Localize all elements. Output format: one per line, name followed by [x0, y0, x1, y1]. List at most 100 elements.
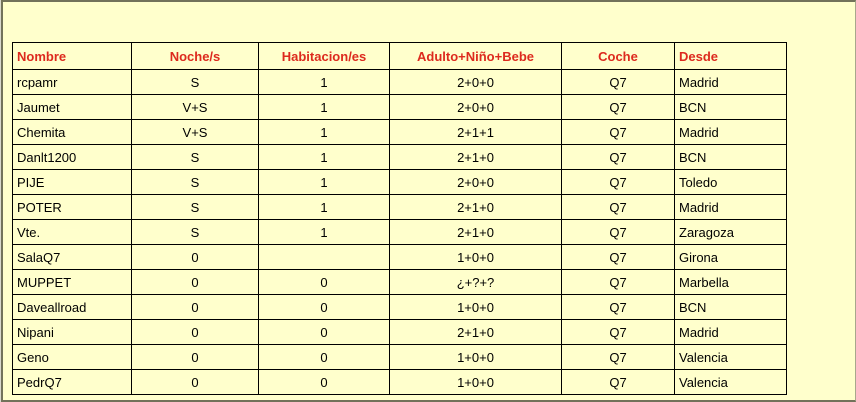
- table-cell: Madrid: [674, 319, 787, 345]
- table-cell: Zaragoza: [674, 219, 787, 245]
- table-cell: 2+0+0: [389, 69, 562, 95]
- table-cell: rcpamr: [12, 69, 132, 95]
- table-cell: Q7: [561, 319, 675, 345]
- table-row: PedrQ7 0 0 1+0+0 Q7 Valencia: [12, 369, 787, 395]
- table-cell: Geno: [12, 344, 132, 370]
- column-header: Coche: [561, 42, 675, 70]
- table-row: Chemita V+S 1 2+1+1 Q7 Madrid: [12, 119, 787, 145]
- table-cell: 1: [258, 69, 390, 95]
- table-cell: MUPPET: [12, 269, 132, 295]
- table-cell: Danlt1200: [12, 144, 132, 170]
- table-cell: Q7: [561, 144, 675, 170]
- table-cell: 2+1+1: [389, 119, 562, 145]
- table-cell: Vte.: [12, 219, 132, 245]
- table-cell: Q7: [561, 94, 675, 120]
- table-cell: 1: [258, 219, 390, 245]
- table-row: SalaQ7 0 1+0+0 Q7 Girona: [12, 244, 787, 270]
- table-cell: S: [131, 219, 259, 245]
- table-cell: 1+0+0: [389, 294, 562, 320]
- table-cell: 1: [258, 94, 390, 120]
- table-cell: PIJE: [12, 169, 132, 195]
- table-cell: Q7: [561, 119, 675, 145]
- table-cell: BCN: [674, 144, 787, 170]
- table-row: Vte. S 1 2+1+0 Q7 Zaragoza: [12, 219, 787, 245]
- table-cell: Q7: [561, 169, 675, 195]
- table-cell: Madrid: [674, 119, 787, 145]
- table-cell: 0: [131, 269, 259, 295]
- table-row: rcpamr S 1 2+0+0 Q7 Madrid: [12, 69, 787, 95]
- table-cell: 0: [131, 244, 259, 270]
- table-cell: Valencia: [674, 369, 787, 395]
- table-cell: 2+1+0: [389, 219, 562, 245]
- table-cell: S: [131, 144, 259, 170]
- table-cell: Marbella: [674, 269, 787, 295]
- table-header: Nombre Noche/s Habitacion/es Adulto+Niño+Be…: [12, 42, 787, 70]
- table-row: Daveallroad 0 0 1+0+0 Q7 BCN: [12, 294, 787, 320]
- table-cell: Valencia: [674, 344, 787, 370]
- table-cell: Nipani: [12, 319, 132, 345]
- table-cell: PedrQ7: [12, 369, 132, 395]
- column-header: Adulto+Niño+Bebe: [389, 42, 562, 70]
- table-cell: 1+0+0: [389, 369, 562, 395]
- reservations-table: Nombre Noche/s Habitacion/es Adulto+Niño+Be…: [12, 42, 787, 395]
- table-cell: Madrid: [674, 69, 787, 95]
- table-cell: 1: [258, 144, 390, 170]
- table-cell: 1: [258, 194, 390, 220]
- table-cell: 2+1+0: [389, 194, 562, 220]
- table-cell: S: [131, 169, 259, 195]
- table-cell: Daveallroad: [12, 294, 132, 320]
- table-cell: Madrid: [674, 194, 787, 220]
- table-cell: 0: [131, 319, 259, 345]
- table-cell: Q7: [561, 69, 675, 95]
- table-cell: V+S: [131, 94, 259, 120]
- table-cell: 2+0+0: [389, 94, 562, 120]
- column-header: Desde: [674, 42, 787, 70]
- column-header: Noche/s: [131, 42, 259, 70]
- column-header: Habitacion/es: [258, 42, 390, 70]
- table-cell: SalaQ7: [12, 244, 132, 270]
- table-cell: 0: [258, 319, 390, 345]
- table-cell: V+S: [131, 119, 259, 145]
- table-cell: 1+0+0: [389, 244, 562, 270]
- table-cell: Girona: [674, 244, 787, 270]
- table-cell: 0: [258, 294, 390, 320]
- table-cell: Q7: [561, 369, 675, 395]
- table-cell: 1: [258, 169, 390, 195]
- table-cell: 1: [258, 119, 390, 145]
- table-row: POTER S 1 2+1+0 Q7 Madrid: [12, 194, 787, 220]
- table-cell: 2+1+0: [389, 144, 562, 170]
- table-cell: Q7: [561, 344, 675, 370]
- table-row: Jaumet V+S 1 2+0+0 Q7 BCN: [12, 94, 787, 120]
- table-cell: Q7: [561, 244, 675, 270]
- table-row: Nipani 0 0 2+1+0 Q7 Madrid: [12, 319, 787, 345]
- table-cell: 0: [131, 344, 259, 370]
- table-cell: Q7: [561, 194, 675, 220]
- table-cell: [258, 244, 390, 270]
- table-cell: 0: [258, 344, 390, 370]
- table-body: rcpamr S 1 2+0+0 Q7 Madrid Jaumet V+S 1 2+0+0 Q7 BC…: [12, 69, 787, 395]
- table-cell: Q7: [561, 219, 675, 245]
- table-cell: 2+0+0: [389, 169, 562, 195]
- table-row: PIJE S 1 2+0+0 Q7 Toledo: [12, 169, 787, 195]
- table-header-row: Nombre Noche/s Habitacion/es Adulto+Niño+Be…: [12, 42, 787, 70]
- table-row: Danlt1200 S 1 2+1+0 Q7 BCN: [12, 144, 787, 170]
- table-row: MUPPET 0 0 ¿+?+? Q7 Marbella: [12, 269, 787, 295]
- table-cell: 0: [131, 294, 259, 320]
- column-header: Nombre: [12, 42, 132, 70]
- table-cell: Toledo: [674, 169, 787, 195]
- table-cell: 0: [258, 369, 390, 395]
- table-cell: Chemita: [12, 119, 132, 145]
- table-cell: S: [131, 194, 259, 220]
- table-cell: ¿+?+?: [389, 269, 562, 295]
- table-cell: 2+1+0: [389, 319, 562, 345]
- table-cell: S: [131, 69, 259, 95]
- table-cell: 0: [258, 269, 390, 295]
- table-row: Geno 0 0 1+0+0 Q7 Valencia: [12, 344, 787, 370]
- table-cell: POTER: [12, 194, 132, 220]
- table-cell: 0: [131, 369, 259, 395]
- table-cell: Jaumet: [12, 94, 132, 120]
- table-cell: Q7: [561, 269, 675, 295]
- table-cell: 1+0+0: [389, 344, 562, 370]
